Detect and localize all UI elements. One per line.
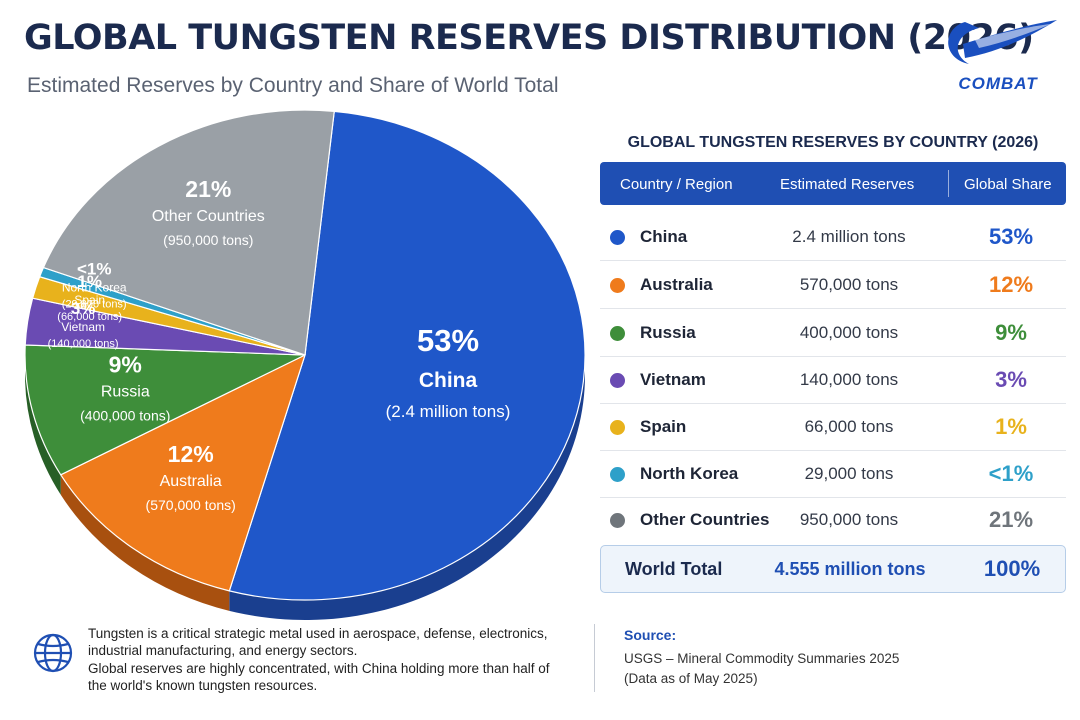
slice-label-pct-vietnam: 3% <box>71 299 96 318</box>
slice-label-pct-russia: 9% <box>109 352 142 378</box>
pie-slice-other-countries <box>42 109 335 356</box>
slice-label-amount-north-korea: (29,000 tons) <box>62 299 127 311</box>
slice-label-name-spain: Spain <box>74 293 105 307</box>
total-share: 100% <box>983 556 1041 581</box>
legend-dot <box>610 467 625 482</box>
row-reserves: 950,000 tons <box>799 510 899 529</box>
slice-label-amount-vietnam: (140,000 tons) <box>48 338 119 350</box>
slice-label-name-north-korea: North Korea <box>62 281 127 295</box>
row-country: Australia <box>640 275 713 294</box>
slice-label-pct-spain: 1% <box>77 272 102 291</box>
legend-dot <box>610 513 625 528</box>
table-row: Vietnam 140,000 tons 3% <box>600 356 1066 404</box>
legend-dot <box>610 230 625 245</box>
header-reserves: Estimated Reserves <box>780 176 915 193</box>
globe-icon <box>33 633 73 673</box>
slice-label-pct-other-countries: 21% <box>185 176 231 202</box>
slice-label-name-china: China <box>419 369 478 392</box>
pie-slice-australia <box>59 353 307 592</box>
table-row: North Korea 29,000 tons <1% <box>600 450 1066 498</box>
row-country: China <box>640 227 688 246</box>
pie-slice-side-australia <box>60 474 230 611</box>
table-row: Spain 66,000 tons 1% <box>600 403 1066 451</box>
combat-logo: COMBAT <box>935 14 1061 96</box>
row-share: 9% <box>995 320 1027 345</box>
total-label: World Total <box>625 559 723 579</box>
row-share: 1% <box>995 414 1027 439</box>
slice-label-name-russia: Russia <box>101 384 150 401</box>
legend-dot <box>610 373 625 388</box>
header-divider <box>948 170 949 197</box>
pie-labels: 53% China (2.4 million tons) 12% Australia (5… <box>48 176 511 513</box>
row-reserves: 140,000 tons <box>799 370 899 389</box>
pie-slice-side-china <box>229 355 585 620</box>
total-reserves: 4.555 million tons <box>774 559 926 579</box>
pie-slice-russia <box>24 344 306 476</box>
table-title: GLOBAL TUNGSTEN RESERVES BY COUNTRY (202… <box>627 134 1039 151</box>
row-share: 12% <box>988 272 1034 297</box>
row-share: 3% <box>995 367 1027 392</box>
row-share: 21% <box>988 507 1034 532</box>
pie-chart: 53% China (2.4 million tons) 12% Australia (5… <box>24 109 586 620</box>
row-country: Vietnam <box>640 370 706 389</box>
row-share: 53% <box>988 224 1034 249</box>
swoosh-icon <box>948 20 1057 64</box>
slice-label-amount-australia: (570,000 tons) <box>146 497 236 513</box>
row-country: Other Countries <box>640 510 770 529</box>
source-date: (Data as of May 2025) <box>624 671 758 686</box>
slice-label-pct-china: 53% <box>417 323 479 358</box>
slice-label-pct-north-korea: <1% <box>77 260 112 279</box>
page-subtitle: Estimated Reserves by Country and Share … <box>27 74 559 97</box>
table-row: Australia 570,000 tons 12% <box>600 261 1066 309</box>
slice-label-amount-russia: (400,000 tons) <box>80 408 170 424</box>
slice-label-name-vietnam: Vietnam <box>61 320 105 334</box>
table-row: Other Countries 950,000 tons 21% <box>600 496 1066 543</box>
total-row: World Total 4.555 million tons 100% <box>600 545 1066 593</box>
slice-label-pct-australia: 12% <box>168 441 214 467</box>
table-row: Russia 400,000 tons 9% <box>600 309 1066 357</box>
pie-slice-china <box>228 110 586 601</box>
slice-label-amount-spain: (66,000 tons) <box>57 311 122 323</box>
slice-label-name-other-countries: Other Countries <box>152 208 265 225</box>
note-line-1: Tungsten is a critical strategic metal u… <box>88 626 548 658</box>
source-label: Source: <box>624 627 677 643</box>
info-note: Tungsten is a critical strategic metal u… <box>88 625 568 695</box>
source-text: USGS – Mineral Commodity Summaries 2025 <box>624 651 900 666</box>
pie-top <box>24 109 586 601</box>
note-line-2: Global reserves are highly concentrated,… <box>88 661 550 693</box>
table-header: Country / Region Estimated Reserves Glob… <box>600 162 1066 205</box>
logo-text: COMBAT <box>958 74 1038 93</box>
row-reserves: 400,000 tons <box>799 323 899 342</box>
row-country: Spain <box>640 417 687 436</box>
legend-dot <box>610 278 625 293</box>
row-share: <1% <box>988 461 1034 486</box>
header-share: Global Share <box>964 176 1052 193</box>
table-row: China 2.4 million tons 53% <box>600 213 1066 261</box>
row-country: North Korea <box>640 464 739 483</box>
row-reserves: 570,000 tons <box>799 275 899 294</box>
header-country: Country / Region <box>620 176 733 193</box>
row-reserves: 66,000 tons <box>804 417 894 436</box>
footer-divider <box>594 624 595 692</box>
legend-dot <box>610 326 625 341</box>
row-reserves: 29,000 tons <box>804 464 894 483</box>
page-title: GLOBAL TUNGSTEN RESERVES DISTRIBUTION (2… <box>24 18 1034 58</box>
row-reserves: 2.4 million tons <box>792 227 906 246</box>
legend-dot <box>610 420 625 435</box>
row-country: Russia <box>640 323 696 342</box>
slice-label-amount-other-countries: (950,000 tons) <box>163 232 253 248</box>
slice-label-amount-china: (2.4 million tons) <box>386 402 511 421</box>
slice-label-name-australia: Australia <box>160 473 222 490</box>
